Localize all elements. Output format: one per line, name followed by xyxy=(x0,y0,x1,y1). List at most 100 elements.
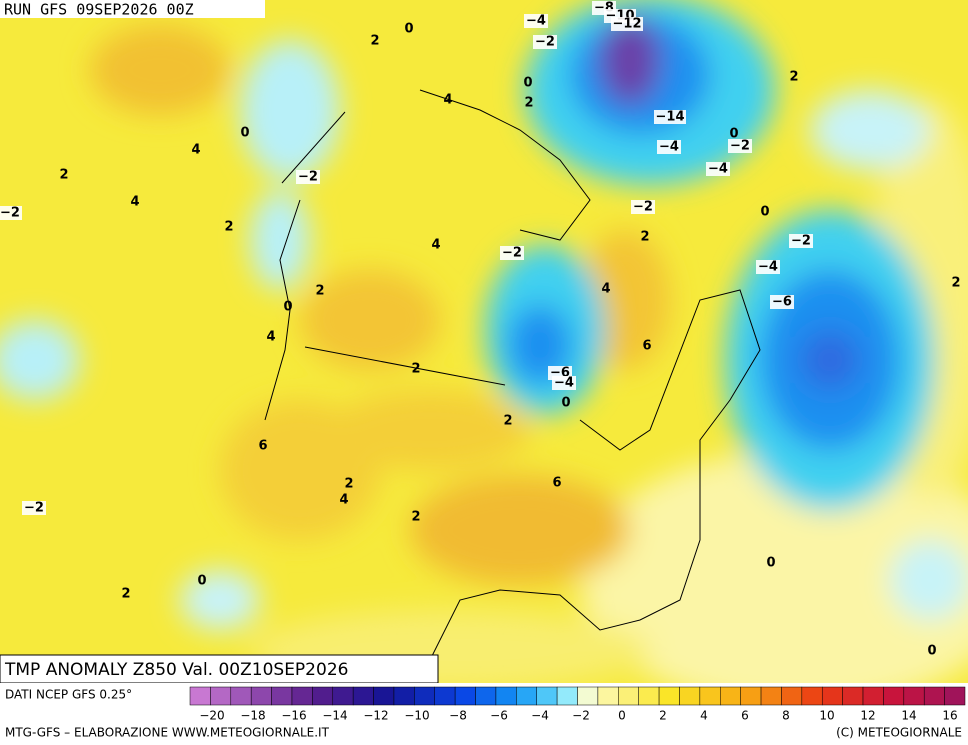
contour-label: −4 xyxy=(708,162,728,177)
color-swatch xyxy=(903,686,925,706)
contour-label: −2 xyxy=(502,246,522,261)
color-bar-tick: −18 xyxy=(240,709,265,723)
contour-label: −2 xyxy=(730,139,750,154)
color-bar-tick: −20 xyxy=(199,709,224,723)
contour-label: 0 xyxy=(561,396,570,411)
contour-label: 6 xyxy=(642,339,651,354)
color-bar-tick: −16 xyxy=(281,709,306,723)
contour-label: 4 xyxy=(431,238,440,253)
color-bar-tick: 14 xyxy=(901,709,916,723)
color-swatch xyxy=(475,686,497,706)
color-swatch xyxy=(638,686,660,706)
color-bar-tick: −8 xyxy=(449,709,467,723)
color-swatch xyxy=(862,686,884,706)
contour-label: 4 xyxy=(191,143,200,158)
contour-label-box xyxy=(552,376,576,390)
color-bar-tick: 12 xyxy=(860,709,875,723)
contour-label: −2 xyxy=(298,170,318,185)
color-swatch xyxy=(679,686,701,706)
header-box xyxy=(0,0,265,18)
color-bar-tick: 2 xyxy=(659,709,667,723)
contour-label: −14 xyxy=(656,110,685,125)
contour-label-box xyxy=(657,140,681,154)
contour-label: 2 xyxy=(640,230,649,245)
contour-label: 2 xyxy=(315,284,324,299)
contour-label: 2 xyxy=(411,510,420,525)
color-swatch xyxy=(189,686,211,706)
contour-label-box xyxy=(533,35,557,49)
contour-label: 0 xyxy=(760,205,769,220)
contour-label: −6 xyxy=(772,295,792,310)
contour-label: 4 xyxy=(130,195,139,210)
color-swatch xyxy=(760,686,782,706)
color-bar-tick: −12 xyxy=(363,709,388,723)
contour-label-box xyxy=(296,170,320,184)
contour-label: −2 xyxy=(535,35,555,50)
contour-label: 2 xyxy=(503,414,512,429)
anomaly-field xyxy=(0,0,968,683)
contour-label: 2 xyxy=(121,587,130,602)
color-swatch xyxy=(801,686,823,706)
contour-label: −2 xyxy=(791,234,811,249)
contour-label: 0 xyxy=(523,76,532,91)
contour-label-box xyxy=(789,234,813,248)
contour-label: 0 xyxy=(404,22,413,37)
color-bar-tick: 0 xyxy=(618,709,626,723)
contour-label-box xyxy=(654,110,686,124)
contour-label: 2 xyxy=(951,276,960,291)
color-bar-tick: 6 xyxy=(741,709,749,723)
color-swatch xyxy=(250,686,272,706)
color-swatch xyxy=(291,686,313,706)
color-bar-tick: −4 xyxy=(531,709,549,723)
contour-label: −4 xyxy=(526,14,546,29)
contour-label: −12 xyxy=(613,17,642,32)
contour-label: 0 xyxy=(729,127,738,142)
color-swatch xyxy=(699,686,721,706)
contour-label: 2 xyxy=(344,477,353,492)
contour-label: −4 xyxy=(659,140,679,155)
contour-label: −4 xyxy=(554,376,574,391)
contour-label-box xyxy=(611,17,643,31)
color-swatch xyxy=(740,686,762,706)
contour-label: 4 xyxy=(443,93,452,108)
color-swatch xyxy=(495,686,517,706)
contour-label-box xyxy=(22,501,46,515)
color-swatch xyxy=(944,686,966,706)
color-bar-tick: 16 xyxy=(942,709,957,723)
color-swatch xyxy=(454,686,476,706)
color-bar-tick: 8 xyxy=(782,709,790,723)
contour-label: 4 xyxy=(266,330,275,345)
borders xyxy=(264,89,761,661)
map-title: TMP ANOMALY Z850 Val. 00Z10SEP2026 xyxy=(4,660,348,680)
color-swatch xyxy=(597,686,619,706)
color-swatch xyxy=(577,686,599,706)
color-swatch xyxy=(516,686,537,706)
color-bar-tick: −6 xyxy=(490,709,508,723)
credit-label: MTG-GFS – ELABORAZIONE WWW.METEOGIORNALE… xyxy=(5,726,330,740)
contour-label-box xyxy=(756,260,780,274)
contour-label: 0 xyxy=(240,126,249,141)
contour-label: 0 xyxy=(766,556,775,571)
color-swatch xyxy=(821,686,843,706)
copyright-label: (C) METEOGIORNALE xyxy=(836,726,962,740)
source-label: DATI NCEP GFS 0.25° xyxy=(5,688,132,702)
color-bar-tick: 4 xyxy=(700,709,708,723)
contour-label-box xyxy=(631,200,655,214)
color-swatch xyxy=(720,686,741,706)
contour-label: 2 xyxy=(789,70,798,85)
color-swatch xyxy=(781,686,803,706)
contour-label-box xyxy=(706,162,730,176)
color-swatch xyxy=(658,686,680,706)
color-bar-tick: −2 xyxy=(572,709,590,723)
color-swatch xyxy=(556,686,578,706)
contour-label-box xyxy=(728,139,752,153)
color-bar-tick: −10 xyxy=(404,709,429,723)
contour-label: 2 xyxy=(59,168,68,183)
color-swatch xyxy=(923,686,945,706)
color-swatch xyxy=(312,686,334,706)
contour-label: 0 xyxy=(283,300,292,315)
contour-label: −2 xyxy=(0,206,20,221)
color-swatch xyxy=(414,686,435,706)
color-swatch xyxy=(883,686,905,706)
